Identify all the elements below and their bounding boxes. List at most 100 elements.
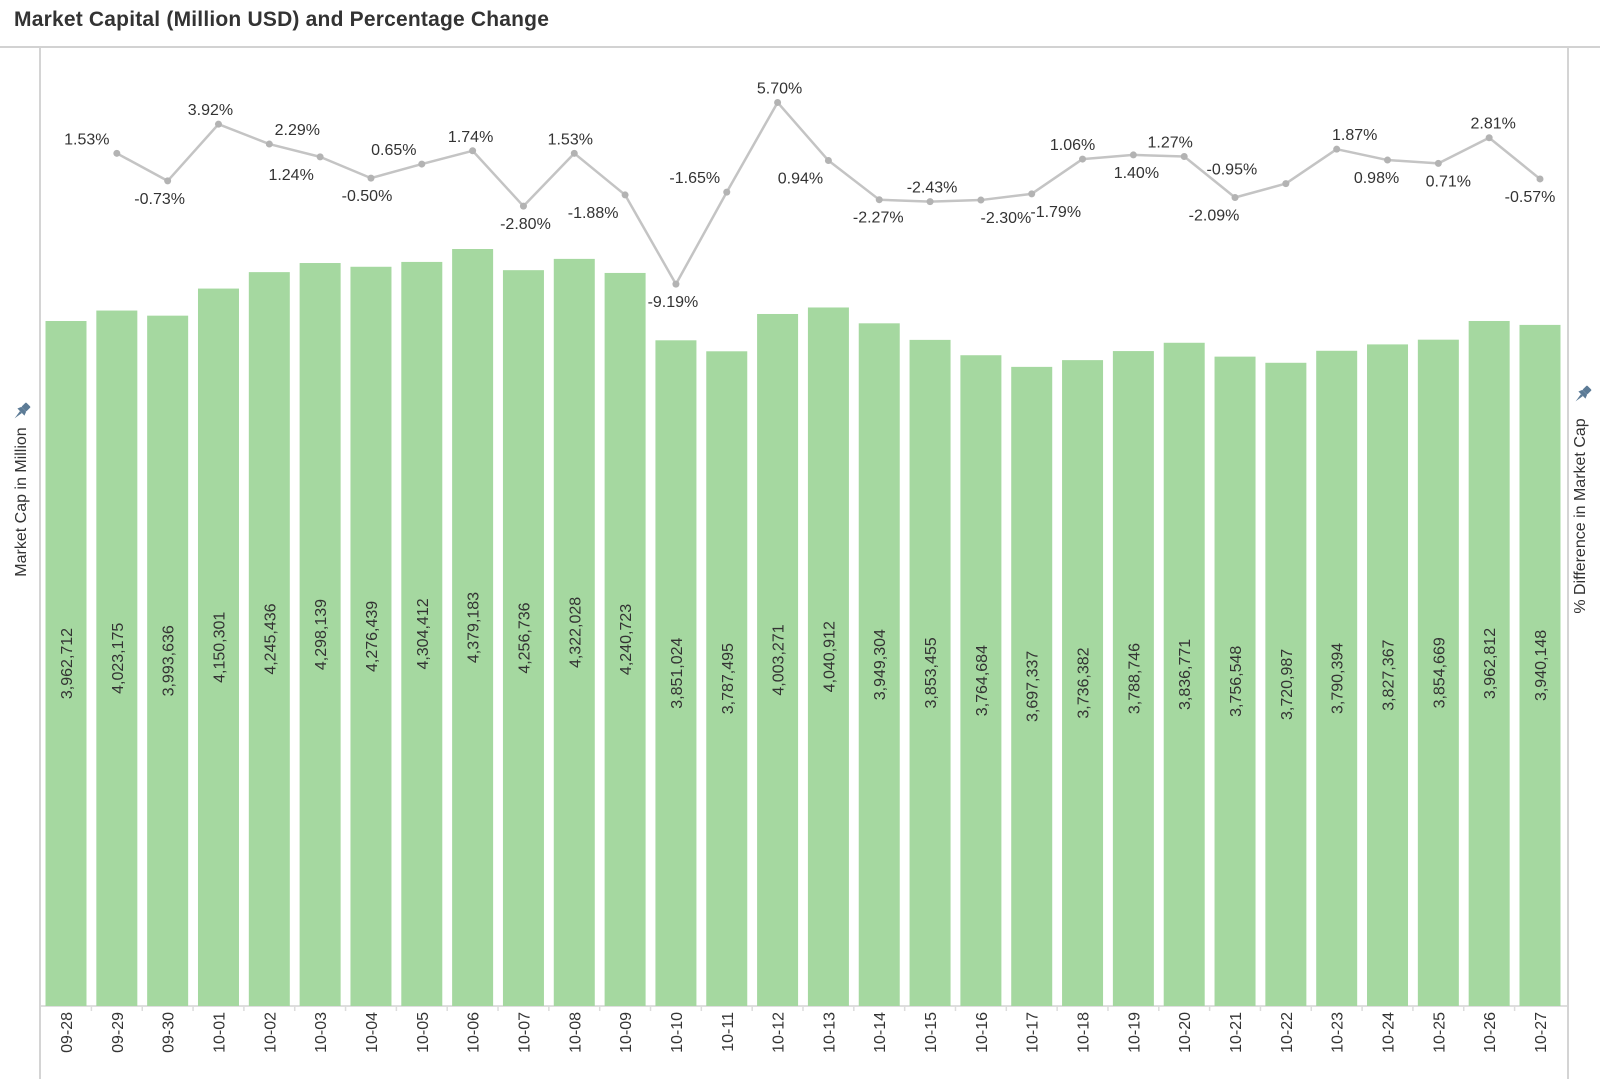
x-axis-label: 10-23 [1330, 1012, 1347, 1053]
line-marker[interactable] [469, 147, 477, 155]
bar[interactable] [248, 272, 290, 1006]
line-value-label: -0.95% [1207, 162, 1258, 179]
bar[interactable] [197, 288, 239, 1006]
line-value-label: -2.43% [907, 180, 958, 197]
bar[interactable] [1265, 362, 1307, 1006]
line-marker[interactable] [621, 191, 629, 199]
x-axis-label: 10-04 [364, 1012, 381, 1053]
line-marker[interactable] [672, 280, 680, 288]
bar[interactable] [147, 315, 189, 1006]
x-axis-label: 10-27 [1533, 1012, 1550, 1053]
line-marker[interactable] [1536, 175, 1544, 183]
bar[interactable] [960, 355, 1002, 1006]
bar[interactable] [807, 307, 849, 1006]
line-marker[interactable] [418, 160, 426, 168]
bar[interactable] [858, 323, 900, 1006]
percent-change-line[interactable] [116, 101, 1541, 286]
bar[interactable] [452, 249, 494, 1006]
line-marker[interactable] [1434, 159, 1442, 167]
bar[interactable] [350, 266, 392, 1007]
x-axis-label: 10-06 [466, 1012, 483, 1053]
bar[interactable] [1367, 344, 1409, 1006]
line-marker[interactable] [1129, 151, 1137, 159]
line-marker[interactable] [875, 196, 883, 204]
line-value-label: -0.73% [134, 191, 185, 208]
line-marker[interactable] [367, 174, 375, 182]
bar[interactable] [299, 263, 341, 1007]
line-marker[interactable] [1079, 155, 1087, 163]
bar[interactable] [1468, 320, 1510, 1006]
bar[interactable] [1112, 351, 1154, 1006]
bar[interactable] [757, 313, 799, 1007]
x-axis-label: 10-20 [1177, 1012, 1194, 1053]
line-marker[interactable] [164, 177, 172, 185]
bar[interactable] [1417, 339, 1459, 1006]
bar[interactable] [1011, 366, 1053, 1006]
bar-value-label: 4,023,175 [110, 623, 127, 694]
axis-pin-icon[interactable] [1570, 381, 1596, 407]
x-axis-label: 10-11 [720, 1012, 737, 1052]
line-marker[interactable] [519, 202, 527, 210]
bar-value-label: 4,379,183 [466, 592, 483, 663]
x-axis-label: 10-01 [211, 1012, 228, 1053]
left-axis-title[interactable]: Market Cap in Million [13, 427, 30, 577]
line-marker[interactable] [977, 196, 985, 204]
bar-value-label: 3,788,746 [1126, 643, 1143, 714]
line-marker[interactable] [1282, 180, 1290, 188]
line-marker[interactable] [316, 153, 324, 161]
x-axis-label: 10-25 [1431, 1012, 1448, 1053]
line-marker[interactable] [1485, 134, 1493, 142]
axis-pin-icon[interactable] [9, 398, 35, 424]
line-value-label: 5.70% [757, 80, 802, 97]
x-axis-label: 10-12 [771, 1012, 788, 1053]
x-axis-label: 10-09 [618, 1012, 635, 1053]
bar-value-label: 3,790,394 [1330, 643, 1347, 714]
x-axis-label: 09-30 [161, 1012, 178, 1053]
bar[interactable] [1214, 356, 1256, 1006]
line-marker[interactable] [265, 140, 273, 148]
x-axis-label: 10-22 [1279, 1012, 1296, 1053]
line-marker[interactable] [1333, 145, 1341, 153]
line-marker[interactable] [824, 157, 832, 165]
line-marker[interactable] [723, 188, 731, 196]
bar-value-label: 3,962,712 [59, 628, 76, 699]
line-marker[interactable] [1028, 190, 1036, 198]
line-marker[interactable] [1384, 156, 1392, 164]
bar[interactable] [96, 310, 138, 1006]
line-marker[interactable] [570, 149, 578, 157]
bar[interactable] [553, 258, 595, 1006]
x-axis-label: 09-28 [59, 1012, 76, 1053]
line-value-label: -2.27% [853, 210, 904, 227]
line-marker[interactable] [214, 120, 222, 128]
bar[interactable] [909, 339, 951, 1006]
line-marker[interactable] [926, 198, 934, 206]
x-axis-label: 10-17 [1025, 1012, 1042, 1053]
line-value-label: 1.27% [1148, 135, 1193, 152]
bar[interactable] [401, 261, 443, 1007]
line-marker[interactable] [1180, 153, 1188, 161]
x-axis-label: 10-15 [923, 1012, 940, 1053]
right-axis-title[interactable]: % Difference in Market Cap [1572, 418, 1589, 614]
bar[interactable] [1316, 350, 1358, 1007]
bar[interactable] [45, 321, 87, 1006]
bar[interactable] [604, 272, 646, 1006]
bar[interactable] [1519, 324, 1561, 1006]
bar[interactable] [1163, 342, 1205, 1006]
line-value-label: -1.79% [1030, 204, 1081, 221]
bar-value-label: 3,836,771 [1177, 639, 1194, 710]
bar[interactable] [706, 351, 748, 1006]
bar-value-label: 3,949,304 [872, 629, 889, 700]
bar-value-label: 3,697,337 [1025, 651, 1042, 722]
bar-value-label: 4,003,271 [771, 624, 788, 695]
line-marker[interactable] [113, 149, 121, 157]
bar-value-label: 4,256,736 [516, 602, 533, 673]
bar[interactable] [502, 270, 544, 1007]
bar-value-label: 3,720,987 [1279, 649, 1296, 720]
line-value-label: -1.88% [568, 205, 619, 222]
x-axis-label: 10-13 [821, 1012, 838, 1053]
line-marker[interactable] [774, 98, 782, 106]
bar[interactable] [1062, 360, 1104, 1006]
line-marker[interactable] [1231, 193, 1239, 201]
bar[interactable] [655, 340, 697, 1007]
